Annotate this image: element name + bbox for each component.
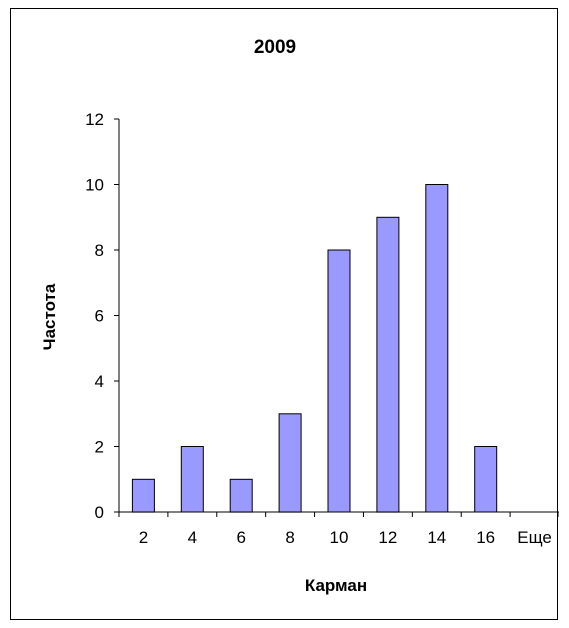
y-tick-label-12: 12 (85, 110, 104, 129)
y-tick-label-0: 0 (95, 503, 104, 522)
x-tick-label-4: 4 (188, 528, 197, 547)
x-axis-title: Карман (305, 576, 367, 595)
x-tick-label-6: 6 (236, 528, 245, 547)
bar-8 (278, 413, 302, 513)
x-tick-label-8: 8 (285, 528, 294, 547)
bar-12 (376, 216, 400, 513)
y-tick-label-2: 2 (95, 438, 104, 457)
y-tick-label-8: 8 (95, 241, 104, 260)
x-tick-label-14: 14 (427, 528, 446, 547)
bar-10 (327, 249, 351, 513)
bar-14 (425, 184, 449, 513)
bar-6 (229, 478, 253, 513)
y-tick-label-10: 10 (85, 176, 104, 195)
x-tick-label-16: 16 (476, 528, 495, 547)
histogram-chart: 2009 Частота Карман 0 2 4 6 8 10 12 2 4 6 8 10 12 14 1… (40, 37, 559, 595)
bar-4 (180, 446, 204, 513)
bar-2 (131, 478, 155, 513)
x-tick-label-2: 2 (139, 528, 148, 547)
y-axis-title: Частота (40, 283, 59, 350)
plot-area: 0 2 4 6 8 10 12 2 4 6 8 10 12 14 16 Еще (85, 110, 559, 547)
x-tick-label-10: 10 (330, 528, 349, 547)
chart-area: 2009 Частота Карман 0 2 4 6 8 10 12 2 4 6 8 10 12 14 1… (10, 8, 559, 620)
x-tick-label-12: 12 (378, 528, 397, 547)
x-tick-label-Еще: Еще (517, 528, 552, 547)
bar-16 (474, 446, 498, 513)
y-tick-label-6: 6 (95, 307, 104, 326)
y-tick-label-4: 4 (95, 372, 104, 391)
chart-title: 2009 (254, 37, 296, 58)
